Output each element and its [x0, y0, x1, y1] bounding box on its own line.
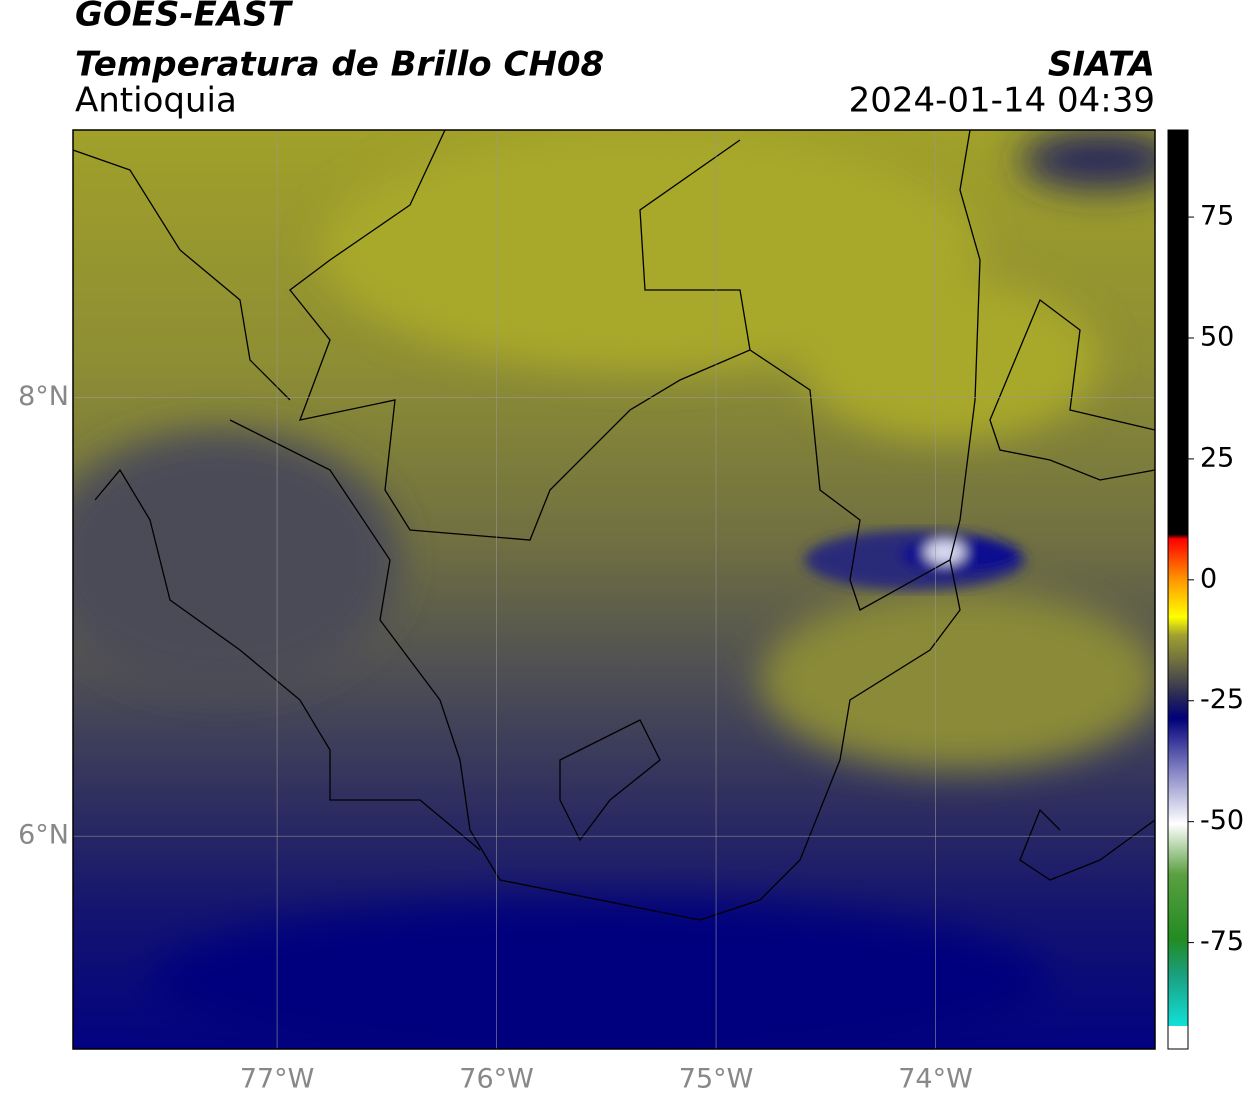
region: Antioquia [75, 81, 237, 121]
gridlines [73, 130, 1155, 1049]
subtitle: Temperatura de Brillo CH08 [75, 45, 604, 85]
colorbar-tick-label: -50 [1200, 805, 1244, 836]
lat-tick-label: 6°N [18, 820, 69, 851]
map-frame [72, 129, 1156, 1050]
storm [805, 530, 1025, 590]
lon-tick-label: 75°W [679, 1064, 754, 1095]
colorbar-tick-label: -75 [1200, 926, 1244, 957]
datetime: 2024-01-14 04:39 [849, 81, 1155, 121]
title: GOES-EAST [75, 0, 294, 35]
cloud-field [73, 130, 1155, 1049]
lon-tick-label: 76°W [459, 1064, 534, 1095]
lat-tick-label: 8°N [18, 381, 69, 412]
colorbar-tick-label: 25 [1200, 442, 1234, 473]
colorbar-tick-label: -25 [1200, 684, 1244, 715]
colorbar [1167, 129, 1189, 1050]
lon-tick-label: 74°W [898, 1064, 973, 1095]
colorbar-tick-label: 50 [1200, 321, 1234, 352]
lon-tick-label: 77°W [240, 1064, 315, 1095]
colorbar-tick-label: 0 [1200, 563, 1217, 594]
colorbar-tick-label: 75 [1200, 201, 1234, 232]
borders [73, 130, 1155, 921]
map [73, 130, 1155, 1049]
source: SIATA [1048, 45, 1155, 85]
